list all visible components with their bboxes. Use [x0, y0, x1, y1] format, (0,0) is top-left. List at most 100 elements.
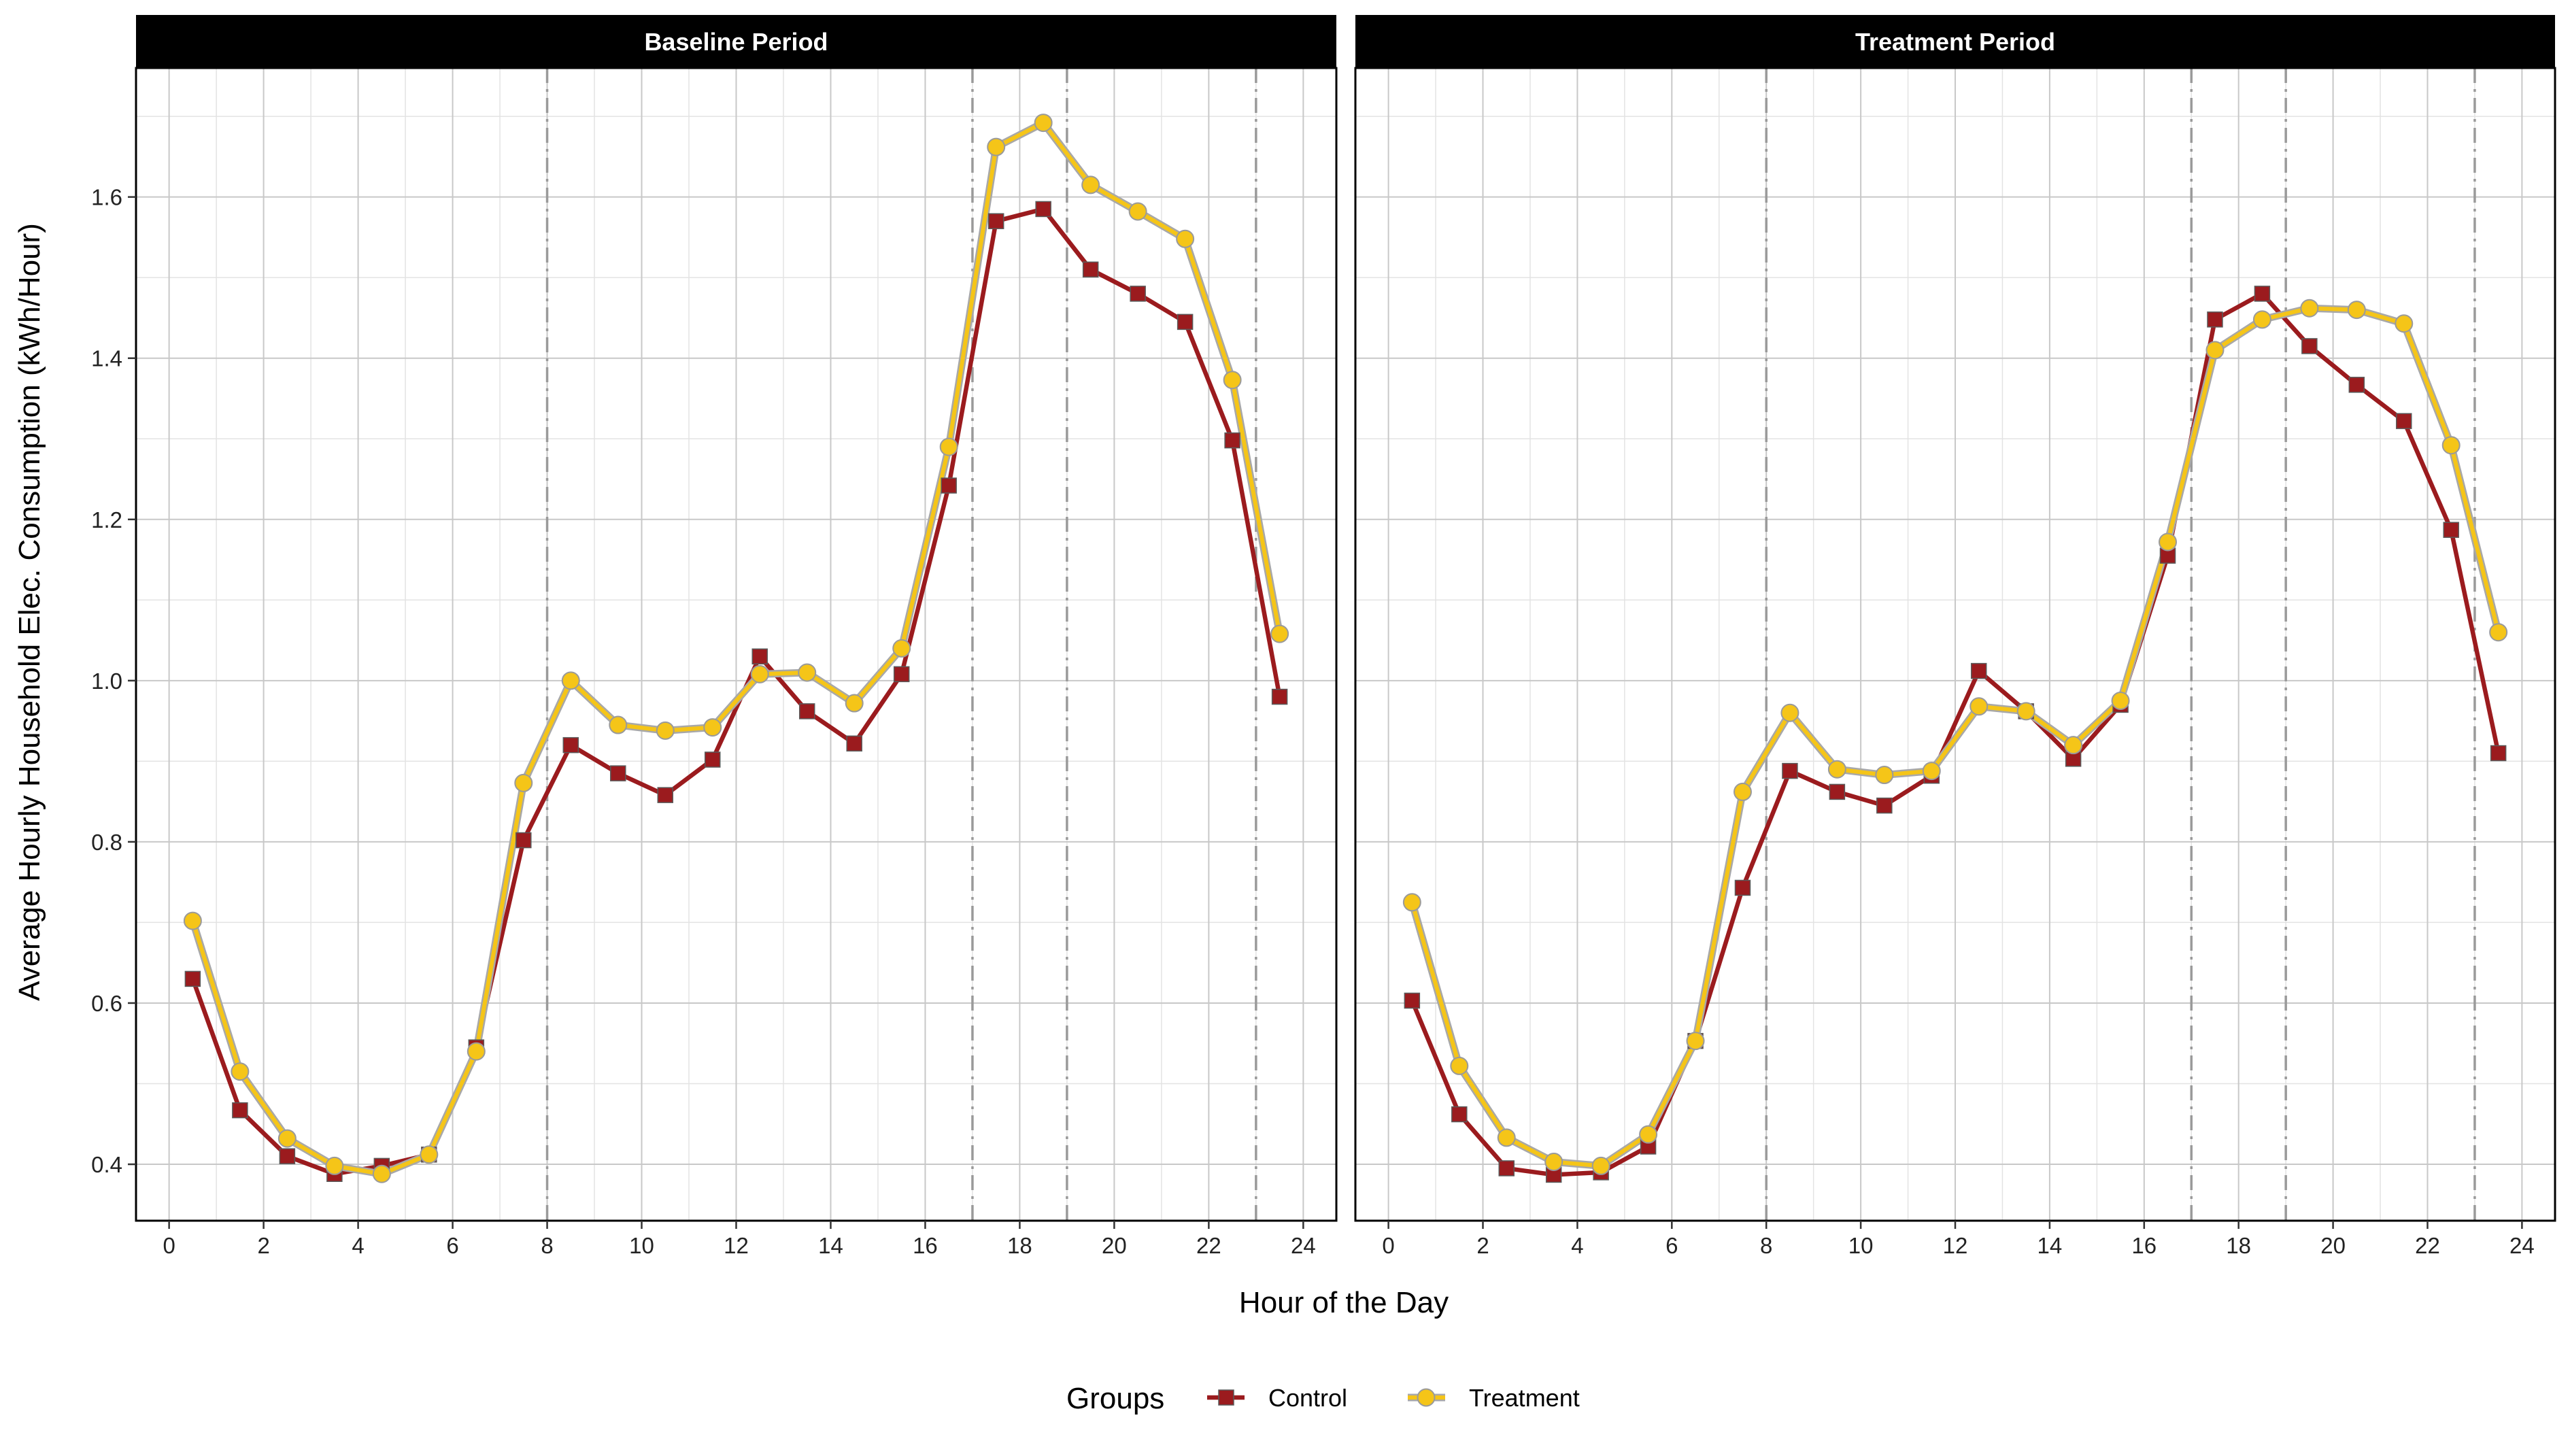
data-point-treatment — [2489, 623, 2508, 642]
data-point-treatment — [1544, 1152, 1563, 1171]
data-point-control — [705, 751, 721, 768]
data-point-control — [1876, 797, 1893, 814]
y-axis-ticks: 0.4 0.6 0.8 1.0 1.2 1.4 1.6 — [91, 185, 136, 1177]
legend-entry-control: Control — [1207, 1384, 1347, 1412]
x-tick-label: 18 — [1007, 1233, 1032, 1258]
x-tick-label: 20 — [2320, 1233, 2346, 1258]
legend-title: Groups — [1066, 1382, 1164, 1415]
data-point-control — [1970, 662, 1987, 679]
x-tick-label: 6 — [1666, 1233, 1678, 1258]
data-point-treatment — [514, 773, 533, 792]
x-tick-label: 12 — [724, 1233, 749, 1258]
legend-label: Treatment — [1469, 1384, 1580, 1412]
data-point-control — [2301, 338, 2318, 354]
x-tick-label: 0 — [163, 1233, 175, 1258]
y-tick-label: 0.8 — [91, 830, 122, 855]
x-tick-label: 14 — [2038, 1233, 2063, 1258]
data-point-treatment — [1922, 762, 1941, 781]
data-point-control — [2396, 413, 2412, 429]
data-point-treatment — [2347, 301, 2366, 320]
data-point-treatment — [987, 137, 1006, 156]
data-point-control — [1404, 992, 1421, 1009]
data-point-treatment — [845, 694, 864, 713]
data-point-treatment — [609, 715, 628, 734]
y-tick-label: 1.2 — [91, 507, 122, 532]
x-tick-label: 2 — [1476, 1233, 1489, 1258]
data-point-control — [987, 213, 1004, 229]
data-point-control — [657, 787, 674, 803]
data-point-treatment — [1686, 1032, 1705, 1051]
x-tick-label: 12 — [1943, 1233, 1968, 1258]
x-tick-label: 0 — [1382, 1233, 1394, 1258]
data-point-treatment — [1969, 697, 1989, 716]
data-point-treatment — [2064, 736, 2083, 755]
data-point-control — [1829, 783, 1846, 800]
data-point-treatment — [1591, 1156, 1610, 1175]
data-point-treatment — [1128, 202, 1147, 221]
y-tick-label: 0.4 — [91, 1152, 122, 1177]
data-point-treatment — [2016, 702, 2035, 721]
legend-entry-treatment: Treatment — [1408, 1384, 1580, 1412]
x-tick-label: 10 — [1848, 1233, 1874, 1258]
data-point-treatment — [325, 1156, 344, 1175]
data-point-control — [1498, 1160, 1515, 1176]
facet-strip — [136, 15, 1336, 68]
y-tick-label: 0.6 — [91, 991, 122, 1016]
data-point-treatment — [1733, 782, 1752, 801]
data-point-control — [562, 737, 579, 754]
x-tick-label: 4 — [1571, 1233, 1583, 1258]
x-axis-ticks: 0 2 4 6 8 10 12 14 16 18 20 22 24 — [163, 1221, 1316, 1258]
data-point-control — [610, 765, 626, 781]
data-point-treatment — [2441, 436, 2461, 455]
data-point-treatment — [1639, 1125, 1658, 1144]
x-tick-label: 14 — [818, 1233, 843, 1258]
legend: Groups Control Treatment — [1066, 1382, 1580, 1415]
data-point-control — [798, 703, 815, 719]
x-tick-label: 2 — [257, 1233, 269, 1258]
x-tick-label: 24 — [2509, 1233, 2535, 1258]
data-point-control — [1177, 314, 1194, 331]
facet-strip — [1355, 15, 2555, 68]
data-point-treatment — [2252, 310, 2271, 329]
data-point-treatment — [1034, 114, 1053, 133]
data-point-treatment — [1402, 893, 1421, 912]
data-point-treatment — [892, 639, 911, 658]
data-point-control — [2207, 311, 2223, 328]
data-point-treatment — [1176, 229, 1195, 248]
x-tick-label: 24 — [1291, 1233, 1316, 1258]
data-point-treatment — [1270, 624, 1289, 643]
data-point-control — [893, 666, 910, 683]
data-point-control — [941, 477, 957, 494]
data-point-treatment — [2205, 341, 2225, 360]
y-tick-label: 1.6 — [91, 185, 122, 210]
data-point-treatment — [703, 718, 722, 737]
data-point-treatment — [939, 437, 958, 456]
data-point-treatment — [2111, 691, 2130, 710]
data-point-control — [2490, 745, 2507, 762]
data-point-control — [1035, 201, 1051, 218]
legend-key-marker — [1218, 1389, 1234, 1406]
x-tick-label: 6 — [446, 1233, 458, 1258]
data-point-treatment — [183, 911, 202, 930]
data-point-treatment — [1875, 766, 1894, 785]
data-point-control — [1224, 432, 1240, 449]
data-point-control — [1271, 688, 1288, 705]
data-point-treatment — [1780, 703, 1799, 722]
legend-label: Control — [1268, 1384, 1347, 1412]
data-point-control — [1734, 879, 1751, 896]
data-point-treatment — [750, 664, 769, 683]
data-point-treatment — [656, 721, 675, 740]
y-tick-label: 1.0 — [91, 668, 122, 694]
x-axis-title: Hour of the Day — [1239, 1286, 1449, 1319]
data-point-treatment — [277, 1129, 297, 1148]
x-tick-label: 8 — [541, 1233, 553, 1258]
data-point-control — [1782, 762, 1798, 779]
x-tick-label: 4 — [352, 1233, 364, 1258]
x-axis-ticks: 0 2 4 6 8 10 12 14 16 18 20 22 24 — [1382, 1221, 2535, 1258]
data-point-treatment — [231, 1062, 250, 1081]
data-point-control — [846, 735, 862, 752]
